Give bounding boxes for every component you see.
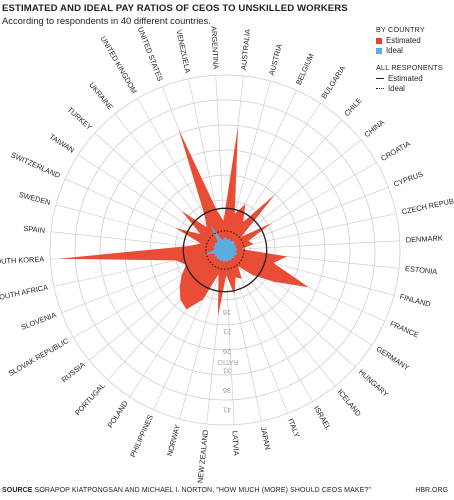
source-text: SORAPOP KIATPONGSAN AND MICHAEL I. NORTO… bbox=[34, 487, 371, 494]
category-label: CYPRUS bbox=[392, 169, 424, 188]
category-label: SPAIN bbox=[23, 224, 45, 235]
grid-ring bbox=[74, 99, 376, 401]
site-credit: HBR.ORG bbox=[415, 487, 448, 494]
legend-item-all-ideal: Ideal bbox=[376, 84, 452, 93]
legend-heading-by-country: BY COUNTRY bbox=[376, 25, 425, 34]
legend-ideal-label: Ideal bbox=[386, 46, 403, 55]
legend-all-ideal-label: Ideal bbox=[388, 84, 405, 93]
legend-item-all-estimated: Estimated bbox=[376, 74, 452, 83]
overlay-layer bbox=[182, 207, 268, 293]
estimated-swatch bbox=[376, 37, 382, 44]
grid-spoke bbox=[224, 213, 397, 251]
category-label: TURKEY bbox=[66, 105, 94, 132]
series-estimated-area bbox=[58, 125, 309, 317]
category-label: ESTONIA bbox=[405, 264, 438, 276]
category-label: POLAND bbox=[106, 399, 130, 429]
chart-subtitle: According to respondents in 40 different… bbox=[2, 15, 211, 26]
category-label: CROATIA bbox=[379, 139, 412, 163]
legend-estimated-label: Estimated bbox=[386, 36, 421, 45]
category-label: ARGENTINA bbox=[209, 26, 220, 70]
chart-title: ESTIMATED AND IDEAL PAY RATIOS OF CEOS T… bbox=[2, 3, 348, 14]
radial-tick-label: 41 bbox=[223, 406, 231, 415]
solid-line-swatch bbox=[376, 78, 384, 79]
grid-ring bbox=[124, 149, 326, 351]
grid-spoke bbox=[224, 139, 362, 251]
grid-spoke bbox=[224, 249, 336, 387]
legend-item-ideal: Ideal bbox=[376, 46, 452, 55]
category-label: SLOVENIA bbox=[20, 310, 58, 332]
all-respondents-ideal-circle bbox=[205, 230, 245, 270]
category-label: ICELAND bbox=[336, 388, 363, 419]
category-label: CHINA bbox=[363, 118, 387, 140]
category-label: SWITZERLAND bbox=[10, 150, 62, 180]
legend-heading-all-respondents: ALL RESPONENTS bbox=[376, 63, 443, 72]
category-label: FINLAND bbox=[399, 292, 432, 309]
radial-tick-label: 36 bbox=[223, 386, 231, 395]
category-label: CZECH REPUBLIC bbox=[401, 194, 454, 216]
category-label: AUSTRALIA bbox=[239, 29, 252, 71]
dotted-line-swatch bbox=[376, 88, 384, 89]
category-label: HUNGARY bbox=[357, 367, 390, 398]
category-label: GERMANY bbox=[375, 344, 411, 372]
radial-tick-label: 21 bbox=[223, 328, 231, 337]
category-label: SWEDEN bbox=[18, 190, 52, 207]
category-label: NORWAY bbox=[165, 423, 182, 457]
category-label: ISRAEL bbox=[312, 404, 333, 431]
category-label: SOUTH AFRICA bbox=[0, 283, 49, 303]
category-label: AUSTRIA bbox=[267, 43, 284, 76]
grid-ring bbox=[49, 74, 401, 426]
category-label: CHILE bbox=[342, 96, 363, 118]
category-label: DENMARK bbox=[406, 234, 443, 245]
category-label: VENEZUELA bbox=[174, 29, 192, 74]
category-label: BULGARIA bbox=[319, 64, 347, 100]
category-label: BELGIUM bbox=[294, 52, 316, 86]
radial-tick-label: 16 bbox=[223, 308, 231, 317]
category-label: JAPAN bbox=[259, 426, 273, 451]
radial-axis-label: RATIO bbox=[217, 358, 238, 365]
category-label: PHILIPPINES bbox=[128, 413, 155, 458]
grid-ring bbox=[99, 124, 351, 376]
category-label: RUSSIA bbox=[60, 360, 87, 384]
legend-item-estimated: Estimated bbox=[376, 36, 452, 45]
grid-spoke bbox=[224, 187, 389, 251]
category-label: UNITED KINGDOM bbox=[99, 34, 139, 95]
category-label: SOUTH KOREA bbox=[0, 254, 44, 266]
grid-spoke bbox=[179, 249, 226, 420]
category-label: NEW ZEALAND bbox=[195, 429, 210, 483]
category-label: UKRAINE bbox=[87, 81, 115, 112]
category-label: TAIWAN bbox=[48, 132, 76, 155]
category-label: FRANCE bbox=[389, 319, 420, 340]
grid-spoke bbox=[224, 249, 235, 425]
radial-tick-label: 26 bbox=[223, 347, 231, 356]
source-note: SOURCE SORAPOP KIATPONGSAN AND MICHAEL I… bbox=[2, 487, 371, 494]
all-respondents-estimated-circle bbox=[182, 207, 268, 293]
series-ideal-area bbox=[204, 224, 238, 263]
category-label: UNITED STATES bbox=[136, 26, 165, 83]
ideal-swatch bbox=[376, 47, 382, 54]
category-label: LATVIA bbox=[231, 431, 241, 456]
series-layer bbox=[58, 125, 309, 317]
grid-spoke bbox=[55, 204, 226, 251]
grid-spoke bbox=[224, 240, 400, 251]
source-prefix: SOURCE bbox=[2, 487, 33, 494]
category-label: ITALY bbox=[286, 417, 301, 438]
category-label: SLOVAK REPUBLIC bbox=[7, 336, 71, 378]
legend: BY COUNTRY Estimated Ideal ALL RESPONENT… bbox=[376, 25, 452, 94]
category-label: PORTUGAL bbox=[73, 381, 107, 417]
radial-tick-label: 31 bbox=[223, 367, 231, 376]
legend-all-estimated-label: Estimated bbox=[388, 74, 423, 83]
